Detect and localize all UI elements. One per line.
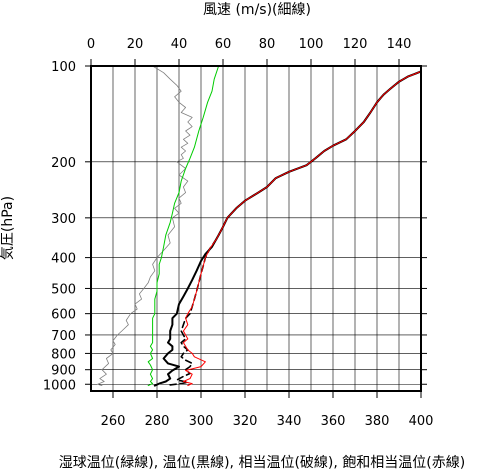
- top-tick-label: 140: [387, 37, 412, 52]
- top-tick-label: 60: [215, 37, 232, 52]
- left-tick-label: 600: [51, 308, 76, 323]
- plot-frame: [90, 65, 422, 392]
- bottom-tick-label: 400: [409, 414, 434, 429]
- bottom-tick-label: 380: [365, 414, 390, 429]
- bottom-tick-label: 280: [145, 414, 170, 429]
- series-line-wind: [97, 65, 193, 387]
- top-tick-label: 100: [299, 37, 324, 52]
- left-tick-label: 800: [51, 347, 76, 362]
- left-tick-label: 400: [51, 252, 76, 267]
- top-axis-ticks: 0 20 40 60 80 100 120 140: [87, 37, 412, 66]
- series-line-potential_temperature: [153, 70, 422, 387]
- bottom-tick-label: 320: [233, 414, 258, 429]
- left-tick-label: 500: [51, 282, 76, 297]
- top-axis-title: 風速 (m/s)(細線): [203, 2, 311, 18]
- bottom-axis-title: 湿球温位(緑線), 温位(黒線), 相当温位(破線), 飽和相当温位(赤線): [59, 454, 465, 471]
- y-axis-title: 気圧(hPa): [0, 196, 16, 260]
- series-line-saturated_equivalent_potential_temperature: [182, 70, 422, 387]
- bottom-tick-label: 360: [321, 414, 346, 429]
- left-tick-label: 700: [51, 329, 76, 344]
- series-line-equivalent_potential_temperature: [169, 70, 422, 386]
- top-tick-label: 40: [171, 37, 188, 52]
- grid: [91, 65, 421, 391]
- top-tick-label: 120: [343, 37, 368, 52]
- top-tick-label: 20: [127, 37, 144, 52]
- left-tick-label: 300: [51, 212, 76, 227]
- left-tick-label: 200: [51, 156, 76, 171]
- bottom-tick-label: 260: [101, 414, 126, 429]
- top-tick-label: 0: [87, 37, 95, 52]
- left-tick-label: 900: [51, 364, 76, 379]
- bottom-axis-ticks: 260 280 300 320 340 360 380 400: [101, 391, 434, 429]
- left-tick-label: 100: [51, 60, 76, 75]
- bottom-tick-label: 300: [189, 414, 214, 429]
- series-line-wet_bulb_potential_temperature: [147, 65, 220, 387]
- top-tick-label: 80: [259, 37, 276, 52]
- series-lines: [97, 65, 422, 387]
- left-tick-label: 1000: [43, 378, 76, 393]
- bottom-tick-label: 340: [277, 414, 302, 429]
